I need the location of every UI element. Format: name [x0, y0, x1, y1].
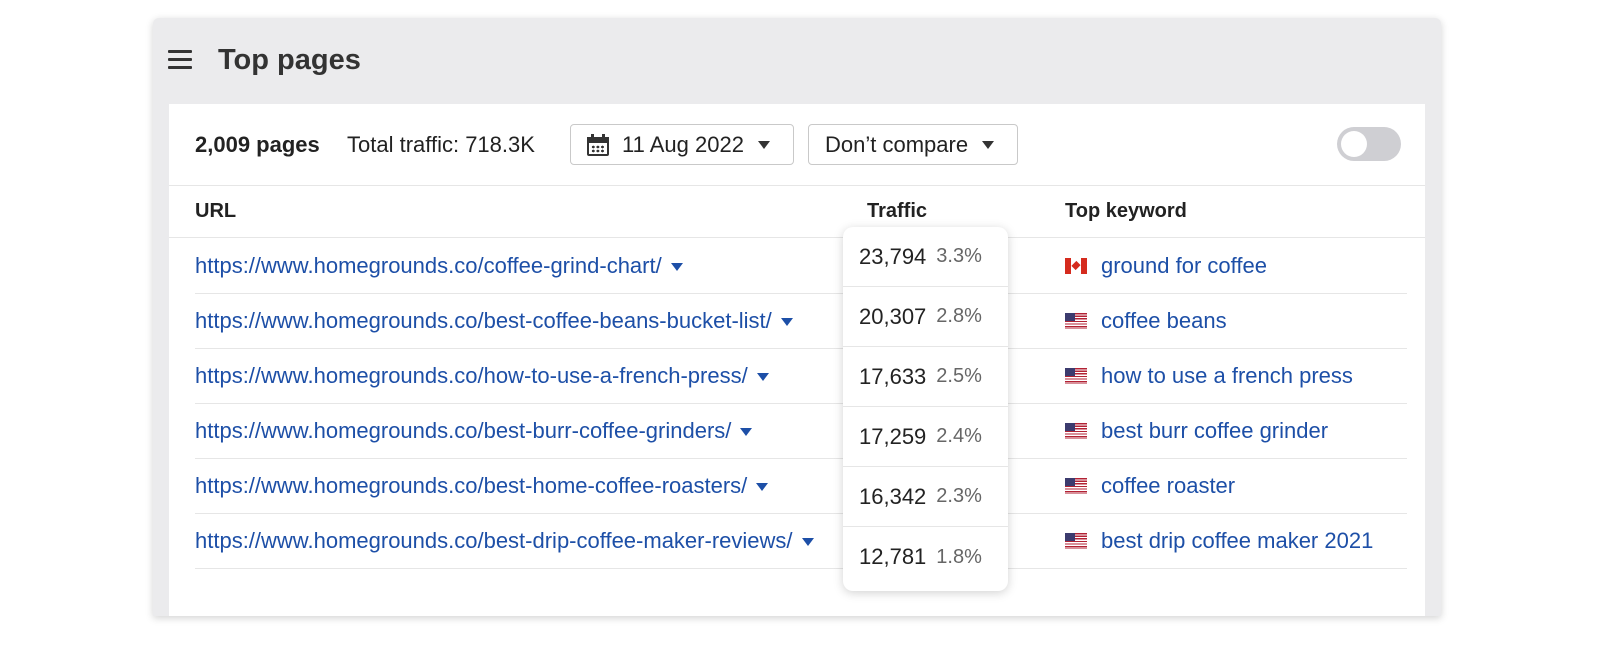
page-url-link[interactable]: https://www.homegrounds.co/best-burr-cof…: [195, 418, 753, 444]
url-text: https://www.homegrounds.co/best-home-cof…: [195, 473, 748, 498]
us-flag-icon: [1065, 423, 1087, 439]
chevron-down-icon[interactable]: [801, 538, 814, 546]
traffic-cell[interactable]: 12,781 1.8%: [843, 527, 1008, 587]
pages-count: 2,009 pages: [195, 132, 320, 157]
hamburger-menu-icon[interactable]: [168, 50, 192, 70]
keyword-text: how to use a french press: [1101, 363, 1353, 388]
traffic-value: 23,794: [859, 243, 927, 269]
url-text: https://www.homegrounds.co/best-drip-cof…: [195, 528, 793, 553]
table-row: https://www.homegrounds.co/best-drip-cof…: [195, 513, 1407, 569]
date-label: 11 Aug 2022: [622, 131, 744, 157]
page-url-link[interactable]: https://www.homegrounds.co/best-drip-cof…: [195, 528, 814, 554]
page-url-link[interactable]: https://www.homegrounds.co/best-coffee-b…: [195, 308, 793, 334]
us-flag-icon: [1065, 478, 1087, 494]
column-header-traffic[interactable]: Traffic: [867, 200, 928, 222]
table-row: https://www.homegrounds.co/best-coffee-b…: [195, 293, 1407, 349]
page-title: Top pages: [218, 44, 361, 76]
keyword-text: coffee roaster: [1101, 473, 1236, 498]
top-keyword-link[interactable]: coffee roaster: [1065, 473, 1235, 499]
traffic-share: 2.5%: [936, 365, 982, 387]
traffic-share: 1.8%: [936, 545, 982, 568]
table-row: https://www.homegrounds.co/best-burr-cof…: [195, 403, 1407, 459]
chevron-down-icon: [982, 140, 995, 149]
traffic-share: 3.3%: [936, 245, 982, 267]
top-pages-panel: 2,009 pages Total traffic: 718.3K 11 Aug…: [169, 104, 1425, 616]
date-picker-button[interactable]: 11 Aug 2022: [570, 124, 794, 165]
us-flag-icon: [1065, 313, 1087, 329]
traffic-value: 16,342: [859, 483, 927, 509]
traffic-cell[interactable]: 17,259 2.4%: [843, 407, 1008, 467]
canada-flag-icon: [1065, 258, 1087, 274]
url-text: https://www.homegrounds.co/how-to-use-a-…: [195, 363, 748, 388]
keyword-text: ground for coffee: [1101, 253, 1267, 278]
traffic-highlight-card: 23,794 3.3% 20,307 2.8% 17,633 2.5% 17,259 2…: [843, 227, 1008, 591]
page-url-link[interactable]: https://www.homegrounds.co/coffee-grind-…: [195, 253, 683, 279]
keyword-text: best drip coffee maker 2021: [1101, 528, 1374, 553]
top-keyword-link[interactable]: coffee beans: [1065, 308, 1227, 334]
chevron-down-icon[interactable]: [740, 428, 753, 436]
chevron-down-icon: [757, 140, 770, 149]
compare-dropdown[interactable]: Don’t compare: [808, 124, 1018, 165]
table-row: https://www.homegrounds.co/coffee-grind-…: [195, 238, 1407, 294]
url-text: https://www.homegrounds.co/best-coffee-b…: [195, 308, 772, 333]
page-url-link[interactable]: https://www.homegrounds.co/how-to-use-a-…: [195, 363, 769, 389]
traffic-cell[interactable]: 16,342 2.3%: [843, 467, 1008, 527]
traffic-cell[interactable]: 17,633 2.5%: [843, 347, 1008, 407]
us-flag-icon: [1065, 533, 1087, 549]
keyword-text: coffee beans: [1101, 308, 1227, 333]
total-traffic: Total traffic: 718.3K: [347, 132, 535, 157]
top-keyword-link[interactable]: best drip coffee maker 2021: [1065, 528, 1373, 554]
traffic-share: 2.4%: [936, 425, 982, 447]
title-bar: Top pages: [153, 18, 1441, 104]
traffic-cell[interactable]: 20,307 2.8%: [843, 287, 1008, 347]
traffic-share: 2.3%: [936, 485, 982, 507]
url-text: https://www.homegrounds.co/coffee-grind-…: [195, 253, 662, 278]
table-header: URL Traffic Top keyword: [169, 186, 1425, 238]
chevron-down-icon[interactable]: [780, 318, 793, 326]
traffic-cell[interactable]: 23,794 3.3%: [843, 227, 1008, 287]
table-row: https://www.homegrounds.co/how-to-use-a-…: [195, 348, 1407, 404]
toggle-knob: [1341, 131, 1367, 157]
keyword-text: best burr coffee grinder: [1101, 418, 1329, 443]
column-header-top-keyword[interactable]: Top keyword: [1065, 200, 1187, 222]
chevron-down-icon[interactable]: [670, 263, 683, 271]
top-keyword-link[interactable]: ground for coffee: [1065, 253, 1267, 279]
toggle-switch[interactable]: [1337, 127, 1401, 161]
table-row: https://www.homegrounds.co/best-home-cof…: [195, 458, 1407, 514]
chevron-down-icon[interactable]: [756, 373, 769, 381]
us-flag-icon: [1065, 368, 1087, 384]
top-keyword-link[interactable]: how to use a french press: [1065, 363, 1353, 389]
calendar-icon: [587, 133, 609, 156]
traffic-value: 12,781: [859, 544, 927, 569]
page-url-link[interactable]: https://www.homegrounds.co/best-home-cof…: [195, 473, 769, 499]
traffic-value: 17,259: [859, 423, 927, 449]
traffic-value: 20,307: [859, 303, 927, 329]
top-pages-window: Top pages 2,009 pages Total traffic: 718…: [153, 18, 1441, 616]
url-text: https://www.homegrounds.co/best-burr-cof…: [195, 418, 732, 443]
compare-label: Don’t compare: [825, 131, 969, 157]
top-keyword-link[interactable]: best burr coffee grinder: [1065, 418, 1328, 444]
column-header-url[interactable]: URL: [195, 200, 237, 222]
toolbar: 2,009 pages Total traffic: 718.3K 11 Aug…: [169, 104, 1425, 186]
traffic-share: 2.8%: [936, 305, 982, 327]
chevron-down-icon[interactable]: [756, 483, 769, 491]
traffic-value: 17,633: [859, 363, 927, 389]
